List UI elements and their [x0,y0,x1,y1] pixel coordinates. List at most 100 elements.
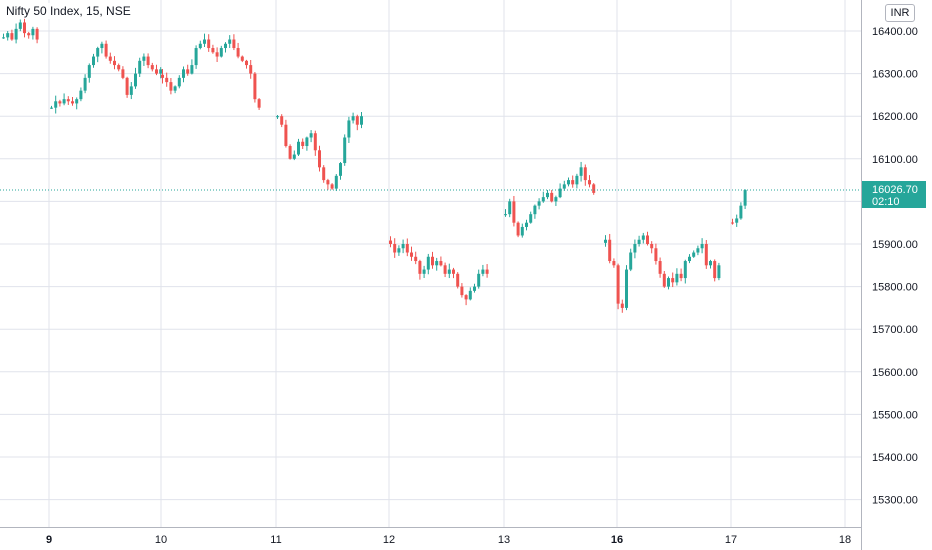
candle-body [579,167,583,176]
candle-body [508,201,512,215]
candle-body [253,73,257,100]
candle-body [485,269,489,274]
currency-badge[interactable]: INR [885,4,915,22]
candle-body [284,124,288,147]
candle-body [23,22,26,34]
candle-body [138,60,142,74]
candle-body [405,244,409,253]
candle-body [537,201,541,206]
candle-body [604,239,607,243]
candle-body [704,244,708,266]
candle-body [679,273,683,279]
candle-body [83,77,87,91]
candle-body [27,33,31,36]
candle-body [113,60,116,66]
candle-body [125,77,129,95]
candle-body [410,252,413,257]
candle-body [646,235,649,244]
candle-body [397,248,401,253]
candle-body [129,86,133,95]
x-tick-label: 16 [611,534,623,546]
candle-body [309,133,313,138]
candle-body [169,82,173,91]
candle-body [142,56,146,61]
candle-body [456,273,460,287]
candle-body [92,56,95,66]
candle-body [360,116,363,125]
candle-body [504,214,507,216]
y-tick-label: 16300.00 [872,69,918,81]
candle-body [108,56,112,61]
candle-body [516,222,520,236]
candle-body [641,235,645,240]
candle-body [629,252,633,270]
y-tick-label: 15500.00 [872,409,918,421]
candle-body [588,180,591,185]
candle-body [276,116,279,118]
candle-body [159,69,163,74]
candle-body [662,273,666,287]
candle-body [443,265,447,274]
candle-body [18,22,22,29]
candle-body [592,184,596,193]
candle-body [541,197,545,202]
x-tick-label: 12 [383,534,395,546]
candle-body [100,43,104,49]
y-tick-label: 16100.00 [872,154,918,166]
candle-body [165,77,169,83]
candle-body [616,265,620,304]
y-tick-label: 15600.00 [872,367,918,379]
y-tick-label: 15300.00 [872,495,918,507]
candle-body [211,48,215,53]
candle-body [426,256,430,270]
candle-body [347,120,351,138]
candle-body [155,69,158,74]
candle-body [330,184,334,189]
candle-body [66,99,70,102]
candle-body [529,214,533,223]
candle-body [477,273,481,287]
candle-body [401,244,405,249]
last-price-value: 16026.70 [872,184,918,196]
y-tick-label: 16400.00 [872,26,918,38]
candle-body [658,261,662,274]
candle-body [232,39,236,49]
candle-body [288,146,292,159]
candle-body [292,154,296,159]
candle-body [318,150,321,168]
candle-body [249,65,253,74]
x-tick-label: 17 [725,534,737,546]
candle-body [735,218,739,223]
last-price-tag: 16026.70 02:10 [862,181,926,208]
candle-body [224,43,227,49]
candle-body [186,69,190,74]
candle-body [215,52,219,57]
countdown-timer: 02:10 [872,196,900,208]
candle-body [343,137,347,164]
candle-body [625,269,628,308]
candle-body [326,180,330,185]
candle-body [546,192,549,198]
candle-body [558,188,562,198]
candle-body [173,86,177,91]
candle-body [671,278,675,283]
candle-body [305,137,309,147]
candle-body [654,248,658,262]
candle-body [75,99,79,104]
candle-body [683,261,687,279]
candle-body [257,99,261,108]
candle-body [393,244,397,253]
x-tick-label: 18 [839,534,851,546]
y-tick-label: 16200.00 [872,111,918,123]
y-tick-label: 15900.00 [872,239,918,251]
candle-body [520,226,524,236]
candle-body [2,37,5,39]
candle-body [575,175,579,185]
candle-body [190,65,194,74]
candle-body [452,269,455,274]
candle-body [620,303,624,308]
candle-body [177,77,181,87]
candle-body [121,69,125,78]
candle-body [414,256,418,262]
